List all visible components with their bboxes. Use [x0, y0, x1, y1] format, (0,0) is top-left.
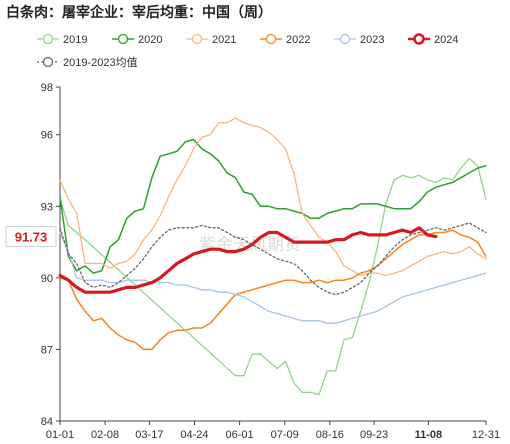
legend-label: 2024: [434, 34, 458, 46]
series-line-2022: [59, 229, 487, 351]
legend-marker: [42, 33, 54, 45]
y-tick-label: 87: [41, 344, 53, 356]
legend-marker: [42, 56, 54, 68]
legend-item: 2019: [37, 33, 87, 46]
series-line-2021: [59, 117, 487, 277]
legend-marker: [339, 33, 351, 45]
legend-item: 2021: [186, 33, 236, 46]
series-line-2019: [59, 157, 487, 396]
x-tick-label: 09-23: [360, 429, 388, 441]
y-tick-label: 96: [41, 130, 53, 142]
legend-marker: [265, 33, 277, 45]
y-tick-label: 84: [41, 416, 53, 428]
legend-label: 2019: [63, 34, 87, 46]
series-line-2020: [59, 138, 487, 274]
x-tick-label: 06-01: [226, 429, 254, 441]
value-label-box: [5, 226, 57, 248]
x-tick-label: 08-16: [316, 429, 344, 441]
legend-label: 2021: [212, 34, 236, 46]
legend-marker: [413, 33, 425, 45]
legend-label: 2019-2023均值: [63, 56, 138, 69]
legend-marker: [191, 33, 203, 45]
value-label-text: 91.73: [15, 230, 48, 245]
x-tick-label: 07-09: [271, 429, 299, 441]
chart-title: 白条肉：屠宰企业：宰后均重：中国（周）: [6, 5, 272, 21]
x-tick-label: 02-08: [91, 429, 119, 441]
series-line-2019-2023均值: [59, 222, 487, 296]
legend-label: 2023: [360, 34, 384, 46]
legend-marker: [117, 33, 129, 45]
legend-item: 2019-2023均值: [37, 56, 138, 69]
series-line-2024: [58, 226, 438, 294]
legend-item: 2023: [334, 33, 384, 46]
legend-label: 2022: [286, 34, 310, 46]
legend-item: 2024: [408, 33, 458, 46]
x-tick-label: 04-24: [180, 429, 208, 441]
series-line-2023: [59, 231, 487, 324]
x-tick-label: 12-31: [472, 429, 500, 441]
legend-item: 2020: [112, 33, 162, 46]
legend-item: 2022: [260, 33, 310, 46]
y-tick-label: 98: [41, 82, 53, 94]
legend-label: 2020: [138, 34, 162, 46]
x-tick-label: 03-17: [135, 429, 163, 441]
y-tick-label: 93: [41, 201, 53, 213]
y-tick-label: 90: [41, 273, 53, 285]
x-tick-label: 01-01: [46, 429, 74, 441]
x-tick-label: 11-08: [415, 429, 443, 441]
